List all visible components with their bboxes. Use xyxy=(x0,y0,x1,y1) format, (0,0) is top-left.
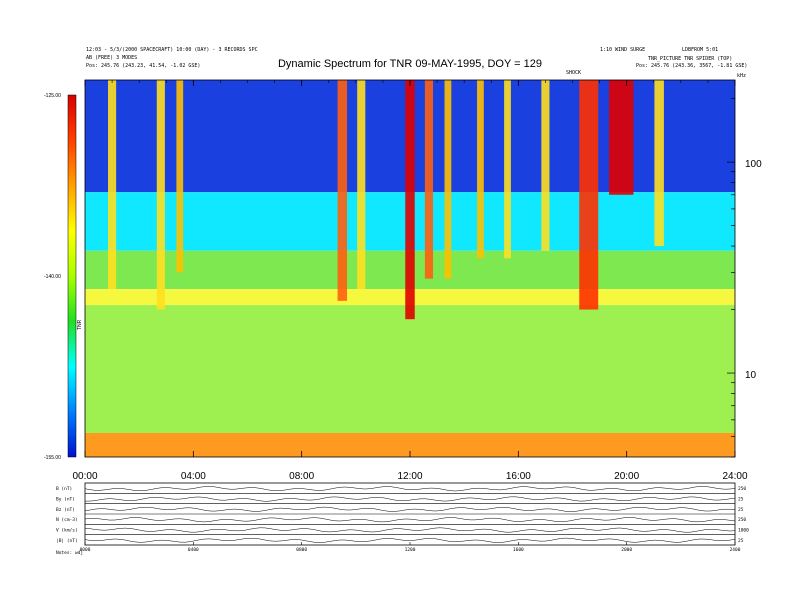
lower-panel-scale-4: 1000 xyxy=(738,528,749,534)
lower-panel-trace-3 xyxy=(84,517,736,523)
lower-panel-scale-5: 25 xyxy=(738,538,744,544)
colorbar xyxy=(67,94,77,458)
lower-x-tick-label-6: 2400 xyxy=(730,547,741,553)
burst-12 xyxy=(609,80,634,195)
radio-bursts xyxy=(108,80,664,320)
lower-panel-footer: Notes: wdj xyxy=(56,550,83,556)
burst-4 xyxy=(357,80,366,290)
burst-11 xyxy=(579,80,599,310)
header-info-right2: LDBFROM 5:01 xyxy=(682,47,719,53)
burst-0 xyxy=(108,80,117,290)
lower-panel-trace-4 xyxy=(84,527,736,533)
x-tick-label-6: 24:00 xyxy=(722,471,747,482)
colorbar-label-2: -155.00 xyxy=(44,455,61,461)
x-tick-label-2: 08:00 xyxy=(289,471,314,482)
x-tick-label-3: 12:00 xyxy=(397,471,422,482)
lower-panel-scale-1: 25 xyxy=(738,497,744,503)
x-tick-label-1: 04:00 xyxy=(181,471,206,482)
header-position-right: Pos: 245.76 (243.36, 3567, -1.81 GSE) xyxy=(636,63,748,69)
burst-3 xyxy=(337,80,348,301)
lower-panel-label-4: V (km/s) xyxy=(56,528,78,534)
lower-panel-label-1: By (nT) xyxy=(56,497,75,503)
burst-8 xyxy=(477,80,484,259)
lower-panel-trace-0 xyxy=(84,486,736,492)
colorbar-unit: TNR xyxy=(77,319,83,330)
lower-panel-scale-0: 250 xyxy=(738,486,746,492)
header-info-right3: TNR_PICTURE TNR SPIDER (TOP) xyxy=(648,56,733,62)
colorbar-label-1: -140.00 xyxy=(44,274,61,280)
lower-panel-scale-3: 250 xyxy=(738,517,746,523)
y-tick-label-1: 100 xyxy=(745,159,762,170)
burst-5 xyxy=(405,80,415,320)
burst-10 xyxy=(541,80,550,251)
header-info-line2: AB (FREE) 3 MODES xyxy=(86,55,138,61)
lower-panel-label-2: Bz (nT) xyxy=(56,507,75,513)
band-green-4 xyxy=(85,305,735,433)
lower-panel-trace-5 xyxy=(84,537,736,543)
lower-panel-label-3: N (cm-3) xyxy=(56,517,78,523)
lower-x-tick-label-3: 1200 xyxy=(405,547,416,553)
burst-9 xyxy=(504,80,511,259)
colorbar-labels: -125.00 -140.00 -155.00 TNR xyxy=(44,93,83,461)
lower-panels: B (nT) 250 By (nT) 25 Bz (nT) 25 N (cm-3) 250 V … xyxy=(56,482,749,556)
lower-panel-label-0: B (nT) xyxy=(56,486,72,492)
x-axis: 00:00 04:00 08:00 12:00 16:00 20:00 24:00 xyxy=(72,80,748,482)
x-tick-label-4: 16:00 xyxy=(506,471,531,482)
burst-7 xyxy=(444,80,452,279)
shock-marker-label: SHOCK xyxy=(566,70,582,76)
lower-x-tick-label-5: 2000 xyxy=(621,547,632,553)
y-axis: 10 100 xyxy=(727,98,762,458)
y-tick-label-0: 10 xyxy=(745,370,757,381)
x-tick-label-0: 00:00 xyxy=(72,471,97,482)
header-info-line1: 12:03 - 5/3/(2000 SPACECRAFT) 10:00 (DAY… xyxy=(86,47,258,53)
burst-13 xyxy=(654,80,664,247)
lower-panel-label-5: |B| (nT) xyxy=(56,538,78,544)
burst-1 xyxy=(156,80,165,310)
colorbar-label-0: -125.00 xyxy=(44,93,61,99)
lower-x-tick-label-2: 0800 xyxy=(296,547,307,553)
lower-panel-trace-1 xyxy=(85,496,736,502)
x-tick-label-5: 20:00 xyxy=(614,471,639,482)
burst-6 xyxy=(424,80,434,279)
chart-title: Dynamic Spectrum for TNR 09-MAY-1995, DO… xyxy=(277,58,542,70)
header-position-left: Pos: 245.76 (243.23, 41.54, -1.02 GSE) xyxy=(86,63,201,69)
burst-2 xyxy=(176,80,184,273)
lower-panel-trace-2 xyxy=(84,506,736,512)
header-info-right1: 1:10 WIND SURGE xyxy=(600,47,646,53)
lower-x-tick-label-0: 0000 xyxy=(80,547,91,553)
frequency-unit-label: kHz xyxy=(737,73,747,79)
lower-x-tick-label-4: 1600 xyxy=(513,547,524,553)
lower-panel-scale-2: 25 xyxy=(738,507,744,513)
lower-x-tick-label-1: 0400 xyxy=(188,547,199,553)
